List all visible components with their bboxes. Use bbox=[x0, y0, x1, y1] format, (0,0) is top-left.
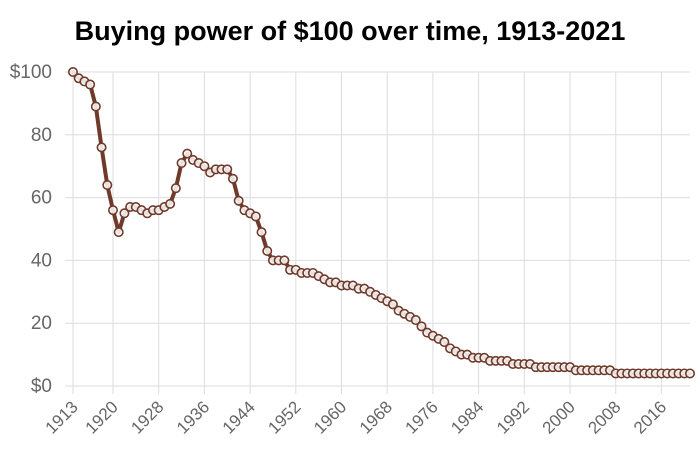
x-tick-label: 1928 bbox=[127, 397, 167, 437]
data-point bbox=[233, 195, 244, 206]
data-point bbox=[170, 183, 181, 194]
data-point bbox=[256, 227, 267, 238]
data-point bbox=[387, 299, 398, 310]
data-point bbox=[262, 245, 273, 256]
data-point bbox=[410, 315, 421, 326]
y-tick-label: $0 bbox=[31, 376, 52, 397]
x-tick-label: 2000 bbox=[539, 397, 579, 437]
data-point bbox=[68, 67, 79, 78]
y-tick-label: 20 bbox=[31, 313, 52, 334]
data-point bbox=[113, 227, 124, 238]
x-tick-label: 1968 bbox=[356, 397, 396, 437]
y-tick-label: 60 bbox=[31, 188, 52, 209]
x-tick-label: 1920 bbox=[82, 397, 122, 437]
data-point bbox=[222, 164, 233, 175]
data-points bbox=[68, 67, 695, 379]
x-tick-label: 1952 bbox=[264, 397, 304, 437]
data-point bbox=[182, 148, 193, 159]
series-buying-power bbox=[71, 70, 692, 376]
y-tick-label: $100 bbox=[10, 62, 52, 83]
data-point bbox=[107, 205, 118, 216]
data-point bbox=[176, 158, 187, 169]
x-tick-label: 2008 bbox=[584, 397, 624, 437]
data-point bbox=[165, 198, 176, 209]
data-point bbox=[684, 368, 695, 379]
data-point bbox=[279, 255, 290, 266]
series-line bbox=[71, 70, 692, 376]
data-point bbox=[85, 79, 96, 90]
y-tick-label: 40 bbox=[31, 250, 52, 271]
x-tick-label: 2016 bbox=[630, 397, 670, 437]
data-point bbox=[250, 211, 261, 222]
data-point bbox=[199, 161, 210, 172]
x-tick-label: 1936 bbox=[173, 397, 213, 437]
data-point bbox=[227, 173, 238, 184]
grid bbox=[65, 71, 690, 394]
x-tick-label: 1960 bbox=[310, 397, 350, 437]
x-tick-label: 1913 bbox=[42, 397, 82, 437]
data-point bbox=[96, 142, 107, 153]
x-tick-label: 1944 bbox=[219, 397, 259, 437]
x-tick-label: 1976 bbox=[402, 397, 442, 437]
data-point bbox=[119, 208, 130, 219]
data-point bbox=[102, 180, 113, 191]
chart-title: Buying power of $100 over time, 1913-202… bbox=[74, 16, 626, 46]
data-point bbox=[90, 101, 101, 112]
data-point bbox=[416, 321, 427, 332]
y-tick-label: 80 bbox=[31, 125, 52, 146]
data-point bbox=[439, 337, 450, 348]
x-tick-label: 1992 bbox=[493, 397, 533, 437]
x-tick-label: 1984 bbox=[447, 397, 487, 437]
